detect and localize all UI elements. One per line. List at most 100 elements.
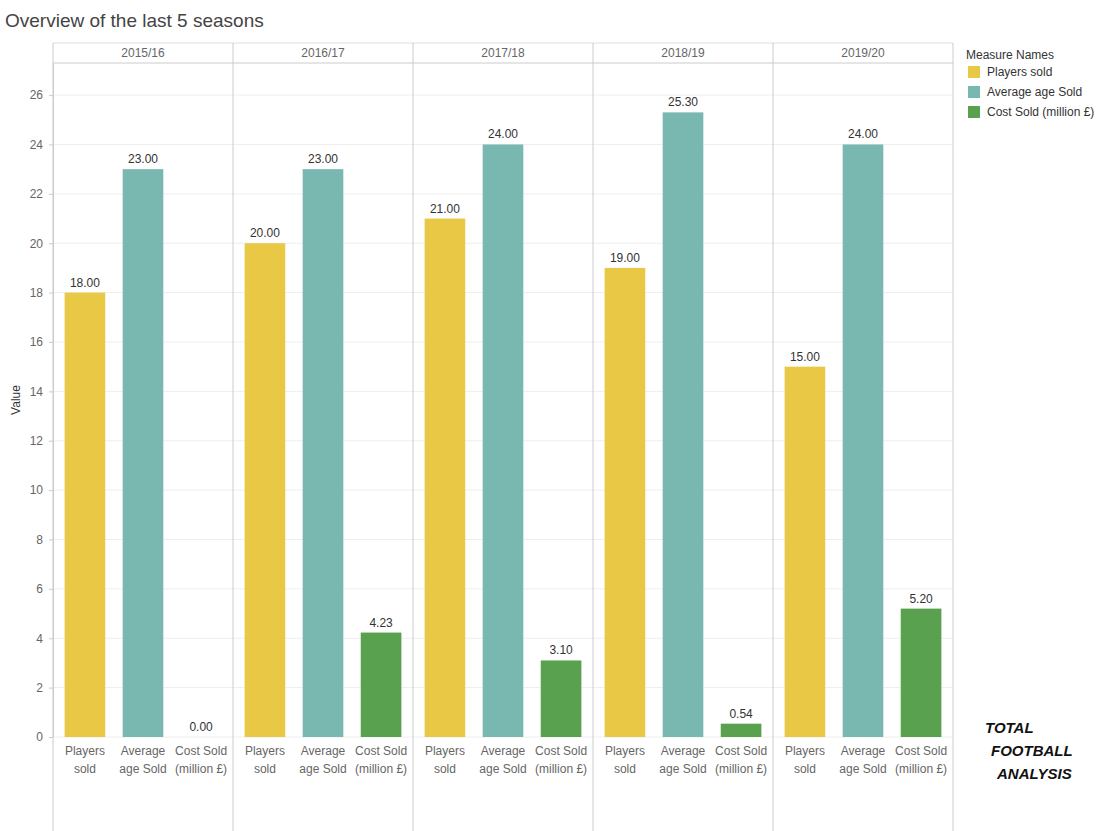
y-tick-label: 22 (30, 187, 44, 201)
header-line (53, 63, 953, 64)
y-tick-label: 26 (30, 88, 44, 102)
x-tick-label: Averageage Sold (839, 744, 886, 776)
data-label: 3.10 (549, 643, 573, 657)
facet-divider (413, 43, 414, 831)
y-tick: 10 (30, 483, 53, 497)
facet-divider (773, 43, 774, 831)
y-tick-mark (49, 490, 53, 491)
facet-divider (233, 43, 234, 831)
bar (361, 633, 402, 737)
logo-text: FOOTBALL (991, 742, 1073, 759)
x-tick-label: Cost Sold(million £) (535, 744, 587, 776)
y-tick: 4 (36, 632, 53, 646)
y-tick-label: 2 (36, 681, 43, 695)
y-tick: 14 (30, 385, 53, 399)
labels: 18.00Playerssold23.00Averageage Sold0.00… (65, 95, 947, 776)
logo-text: ANALYSIS (996, 765, 1072, 782)
y-tick: 22 (30, 187, 53, 201)
legend-swatch (968, 106, 980, 118)
facet-label: 2016/17 (301, 46, 345, 60)
x-tick-label: Playerssold (785, 744, 825, 776)
x-tick-label: Averageage Sold (659, 744, 706, 776)
bar (425, 219, 466, 737)
y-tick-label: 0 (36, 730, 43, 744)
y-axis-title: Value (9, 385, 23, 415)
y-axis: 02468101214161820222426 (30, 64, 54, 745)
facet-label: 2015/16 (121, 46, 165, 60)
y-tick-mark (49, 194, 53, 195)
y-tick: 16 (30, 335, 53, 349)
x-tick-label: Playerssold (425, 744, 465, 776)
bars (65, 112, 942, 737)
data-label: 23.00 (128, 152, 158, 166)
y-tick-label: 10 (30, 483, 44, 497)
x-tick-label: Averageage Sold (479, 744, 526, 776)
data-label: 15.00 (790, 350, 820, 364)
legend-title: Measure Names (966, 48, 1054, 62)
y-tick-mark (49, 342, 53, 343)
y-tick: 20 (30, 237, 53, 251)
y-tick-mark (49, 391, 53, 392)
logo-text: TOTAL (985, 719, 1034, 736)
data-label: 24.00 (848, 127, 878, 141)
data-label: 25.30 (668, 95, 698, 109)
y-tick-mark (49, 737, 53, 738)
bar (181, 737, 222, 738)
y-tick-mark (49, 638, 53, 639)
x-tick-label: Cost Sold(million £) (355, 744, 407, 776)
y-tick: 26 (30, 88, 53, 102)
x-tick-label: Cost Sold(million £) (175, 744, 227, 776)
x-tick-label: Playerssold (65, 744, 105, 776)
data-label: 21.00 (430, 202, 460, 216)
bar (65, 293, 106, 737)
y-tick-label: 8 (36, 533, 43, 547)
bar (123, 169, 164, 737)
y-tick-label: 18 (30, 286, 44, 300)
legend: Measure NamesPlayers soldAverage age Sol… (966, 48, 1094, 119)
y-tick-label: 24 (30, 138, 44, 152)
bar (721, 724, 762, 737)
legend-swatch (968, 66, 980, 78)
y-tick: 18 (30, 286, 53, 300)
bar (303, 169, 344, 737)
data-label: 0.54 (729, 707, 753, 721)
y-tick-mark (49, 688, 53, 689)
data-label: 5.20 (909, 592, 933, 606)
data-label: 23.00 (308, 152, 338, 166)
y-tick-label: 14 (30, 385, 44, 399)
y-tick: 0 (36, 730, 53, 744)
bar (785, 367, 826, 737)
y-tick-label: 12 (30, 434, 44, 448)
y-axis-line (53, 64, 54, 738)
bar (605, 268, 646, 737)
x-tick-label: Cost Sold(million £) (895, 744, 947, 776)
bar (541, 660, 582, 737)
data-label: 20.00 (250, 226, 280, 240)
facet-label: 2019/20 (841, 46, 885, 60)
y-tick-mark (49, 243, 53, 244)
y-tick: 2 (36, 681, 53, 695)
chart: Overview of the last 5 seasons2015/16201… (0, 0, 1105, 831)
y-tick: 12 (30, 434, 53, 448)
y-tick: 6 (36, 582, 53, 596)
grid (53, 95, 953, 737)
bar (245, 243, 286, 737)
bar (483, 144, 524, 737)
data-label: 19.00 (610, 251, 640, 265)
x-tick-label: Averageage Sold (299, 744, 346, 776)
y-tick: 24 (30, 138, 53, 152)
y-tick-label: 20 (30, 237, 44, 251)
legend-label: Cost Sold (million £) (987, 105, 1094, 119)
y-tick: 8 (36, 533, 53, 547)
y-tick-label: 16 (30, 335, 44, 349)
y-tick-mark (49, 539, 53, 540)
data-label: 0.00 (189, 720, 213, 734)
header-line (53, 43, 953, 44)
x-tick-label: Cost Sold(million £) (715, 744, 767, 776)
y-tick-mark (49, 144, 53, 145)
data-label: 4.23 (369, 616, 393, 630)
x-tick-label: Playerssold (605, 744, 645, 776)
y-tick-label: 6 (36, 582, 43, 596)
y-tick-mark (49, 441, 53, 442)
y-tick-mark (49, 293, 53, 294)
